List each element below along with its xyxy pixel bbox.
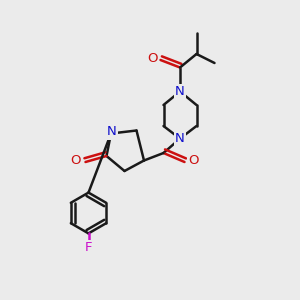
Text: O: O bbox=[188, 154, 199, 167]
Text: N: N bbox=[175, 132, 185, 145]
Text: N: N bbox=[175, 85, 185, 98]
Text: N: N bbox=[107, 125, 117, 139]
Text: O: O bbox=[147, 52, 157, 65]
Text: F: F bbox=[85, 241, 92, 254]
Text: O: O bbox=[71, 154, 81, 167]
